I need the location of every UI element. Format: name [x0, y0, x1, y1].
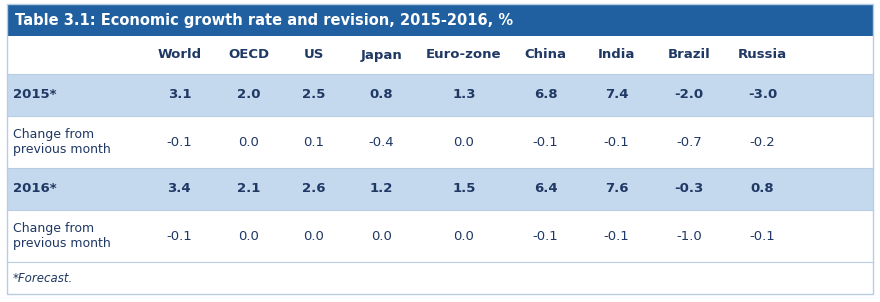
Text: OECD: OECD	[229, 49, 269, 62]
Text: 2015*: 2015*	[13, 88, 56, 101]
Text: -3.0: -3.0	[748, 88, 777, 101]
Text: -0.1: -0.1	[604, 136, 629, 149]
Text: 0.8: 0.8	[751, 182, 774, 195]
Text: World: World	[158, 49, 202, 62]
Text: 2016*: 2016*	[13, 182, 56, 195]
Text: Russia: Russia	[738, 49, 787, 62]
Text: -0.3: -0.3	[674, 182, 704, 195]
Bar	[7, 74, 873, 116]
Text: 6.4: 6.4	[534, 182, 557, 195]
Text: -0.1: -0.1	[166, 136, 192, 149]
Bar	[7, 4, 873, 36]
Bar	[7, 116, 873, 168]
Text: 2.1: 2.1	[238, 182, 260, 195]
Text: 1.3: 1.3	[452, 88, 475, 101]
Text: 6.8: 6.8	[534, 88, 557, 101]
Text: *Forecast.: *Forecast.	[13, 271, 73, 284]
Bar	[7, 168, 873, 210]
Text: 0.0: 0.0	[453, 136, 474, 149]
Text: 1.5: 1.5	[452, 182, 475, 195]
Bar	[7, 210, 873, 262]
Text: Change from
previous month: Change from previous month	[13, 128, 111, 156]
Text: -1.0: -1.0	[676, 230, 702, 243]
Text: -0.2: -0.2	[750, 136, 775, 149]
Text: 2.0: 2.0	[238, 88, 260, 101]
Text: 0.0: 0.0	[238, 230, 260, 243]
Text: 0.0: 0.0	[238, 136, 260, 149]
Text: 0.1: 0.1	[304, 136, 325, 149]
Text: 0.0: 0.0	[370, 230, 392, 243]
Text: China: China	[524, 49, 567, 62]
Text: -0.1: -0.1	[532, 136, 559, 149]
Bar	[7, 262, 873, 294]
Text: 2.6: 2.6	[302, 182, 326, 195]
Text: -0.4: -0.4	[369, 136, 394, 149]
Text: Brazil: Brazil	[668, 49, 710, 62]
Text: India: India	[598, 49, 635, 62]
Text: 2.5: 2.5	[303, 88, 326, 101]
Text: Change from
previous month: Change from previous month	[13, 222, 111, 250]
Text: -0.1: -0.1	[604, 230, 629, 243]
Text: 0.8: 0.8	[370, 88, 393, 101]
Text: 7.6: 7.6	[605, 182, 628, 195]
Text: Euro-zone: Euro-zone	[426, 49, 502, 62]
Text: 0.0: 0.0	[304, 230, 325, 243]
Bar	[7, 36, 873, 74]
Text: US: US	[304, 49, 324, 62]
Text: -0.1: -0.1	[532, 230, 559, 243]
Text: 1.2: 1.2	[370, 182, 392, 195]
Text: Japan: Japan	[360, 49, 402, 62]
Text: 0.0: 0.0	[453, 230, 474, 243]
Text: -0.1: -0.1	[750, 230, 775, 243]
Text: Table 3.1: Economic growth rate and revision, 2015-2016, %: Table 3.1: Economic growth rate and revi…	[15, 12, 513, 27]
Text: 7.4: 7.4	[605, 88, 628, 101]
Text: -0.7: -0.7	[676, 136, 702, 149]
Text: -0.1: -0.1	[166, 230, 192, 243]
Text: 3.4: 3.4	[167, 182, 191, 195]
Text: -2.0: -2.0	[674, 88, 703, 101]
Text: 3.1: 3.1	[167, 88, 191, 101]
